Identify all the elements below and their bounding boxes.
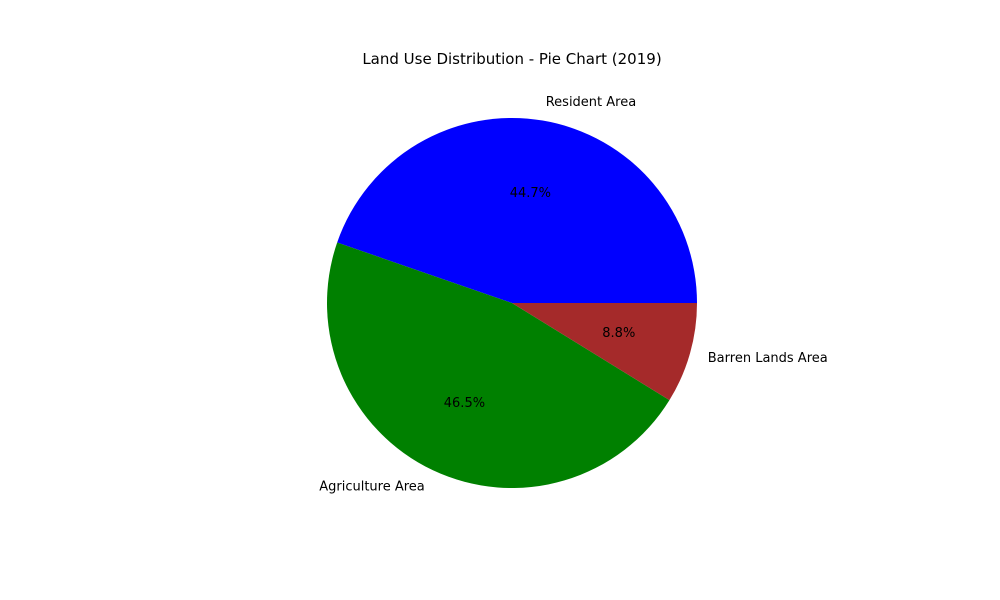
slice-label-agriculture-area: Agriculture Area bbox=[319, 479, 425, 494]
chart-title: Land Use Distribution - Pie Chart (2019) bbox=[362, 50, 661, 68]
percent-label-agriculture-area: 46.5% bbox=[444, 396, 485, 411]
pie-slices bbox=[327, 117, 697, 488]
pie-slice-agriculture-area bbox=[327, 242, 670, 488]
percent-label-resident-area: 44.7% bbox=[510, 186, 551, 201]
pie-slice-resident-area bbox=[337, 117, 697, 304]
slice-label-resident-area: Resident Area bbox=[546, 95, 636, 110]
percent-label-barren-lands-area: 8.8% bbox=[602, 326, 635, 341]
pie-labels: Resident Area 44.7% Agriculture Area 46.5% B… bbox=[319, 95, 827, 495]
pie-slice-barren-lands-area bbox=[512, 303, 697, 401]
slice-label-barren-lands-area: Barren Lands Area bbox=[708, 351, 828, 366]
